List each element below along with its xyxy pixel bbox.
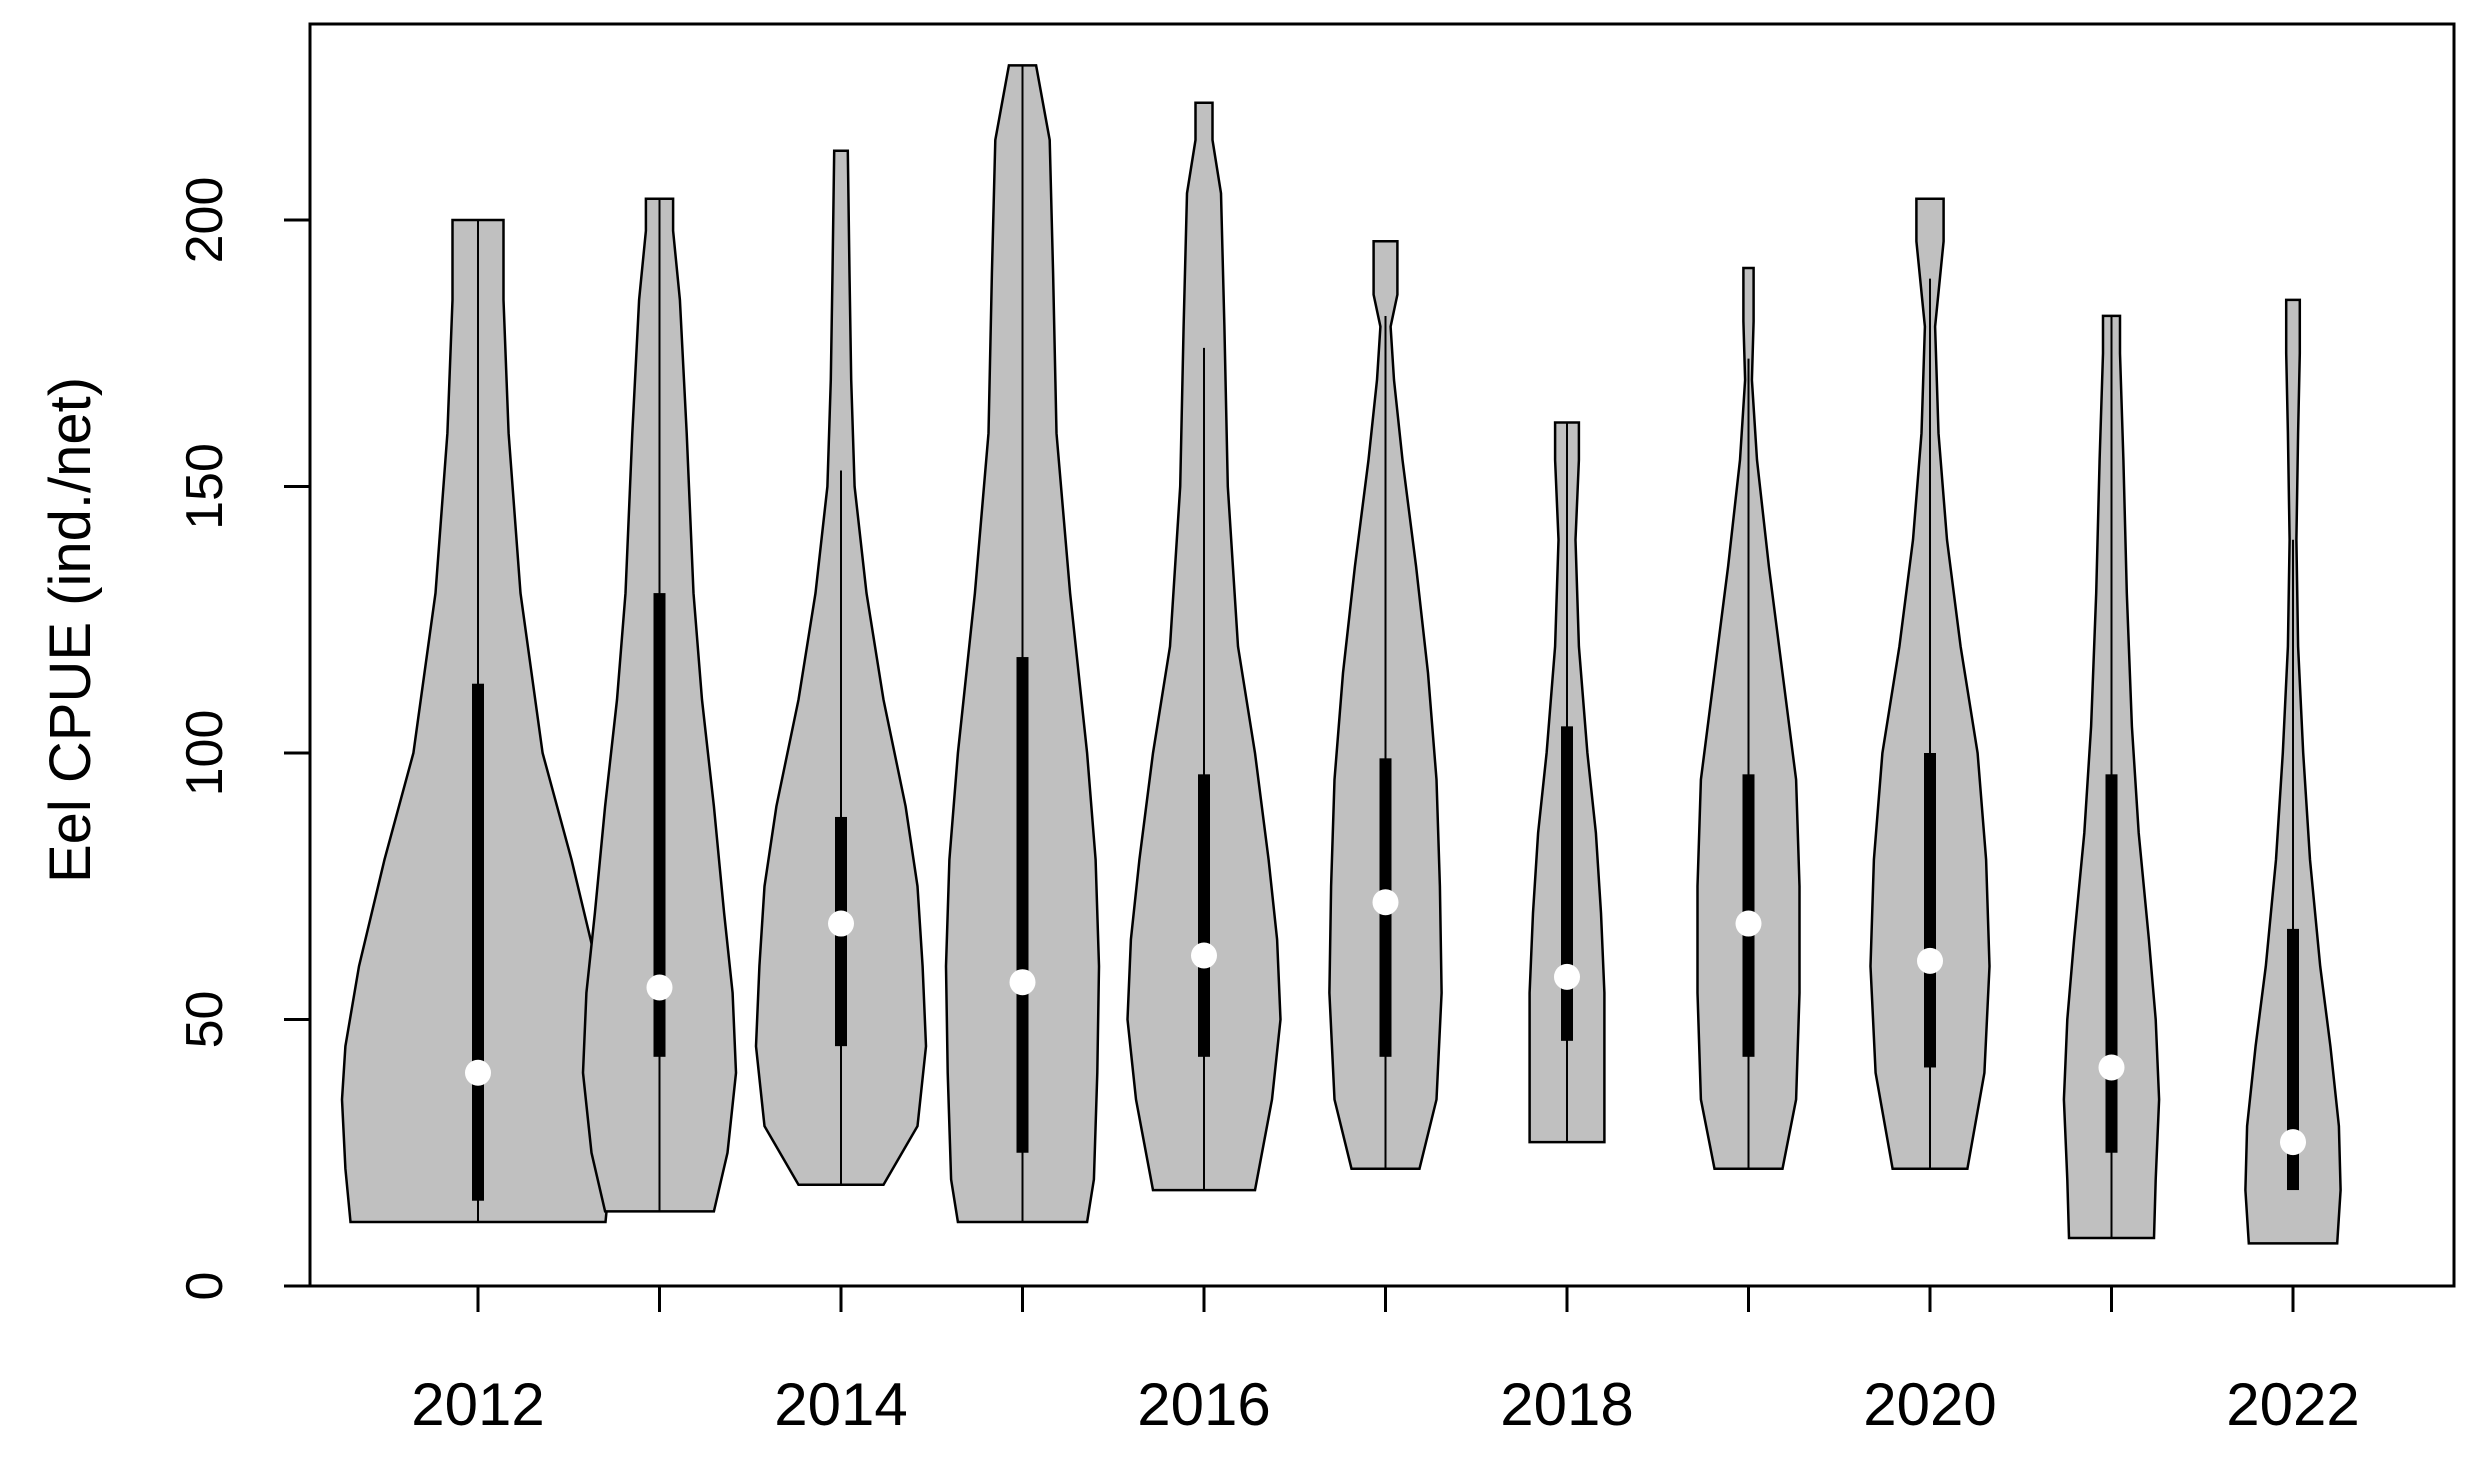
median-point-2020 [1917,947,1943,974]
x-tick-label-2014: 2014 [774,1371,907,1438]
violin-2021 [2062,314,2161,1240]
violin-2018 [1528,421,1606,1144]
violin-2016 [1126,101,1282,1192]
iqr-box-2013 [653,593,666,1057]
median-point-2019 [1735,910,1762,937]
y-tick-label-150: 150 [176,443,234,530]
iqr-box-2016 [1198,774,1210,1057]
violin-2020 [1869,197,1991,1170]
iqr-box-2021 [2105,774,2118,1153]
median-point-2018 [1554,963,1580,990]
iqr-box-2012 [472,683,484,1201]
violin-2017 [1328,240,1443,1170]
x-tick-label-2020: 2020 [1863,1371,1996,1438]
x-tick-label-2012: 2012 [411,1371,544,1438]
x-axis: 2012 2014 2016 2018 2020 2022 [411,1284,2360,1438]
median-point-2012 [465,1059,491,1086]
iqr-box-2015 [1016,657,1029,1153]
y-tick-label-100: 100 [176,710,234,797]
violin-2015 [944,64,1101,1224]
y-tick-label-50: 50 [176,991,234,1049]
median-point-2014 [828,910,854,937]
y-tick-label-0: 0 [176,1272,234,1301]
median-point-2021 [2098,1054,2125,1081]
median-point-2022 [2280,1129,2306,1156]
y-axis-title: Eel CPUE (ind./net) [38,377,103,883]
violin-2013 [581,197,738,1213]
x-tick-label-2018: 2018 [1500,1371,1633,1438]
iqr-box-2018 [1561,726,1573,1041]
x-tick-label-2016: 2016 [1137,1371,1270,1438]
violin-2012 [340,218,616,1224]
y-tick-label-200: 200 [176,177,234,264]
violin-2014 [754,149,928,1186]
violin-2019 [1696,266,1801,1170]
iqr-box-2020 [1924,753,1936,1068]
violins-group [340,64,2342,1245]
median-point-2017 [1372,889,1399,916]
median-point-2016 [1191,942,1217,969]
y-axis: 0 50 100 150 200 [176,177,312,1301]
x-tick-label-2022: 2022 [2226,1371,2359,1438]
median-point-2015 [1009,969,1036,996]
violin-2022 [2244,298,2342,1245]
iqr-box-2022 [2287,928,2299,1191]
median-point-2013 [646,974,673,1001]
